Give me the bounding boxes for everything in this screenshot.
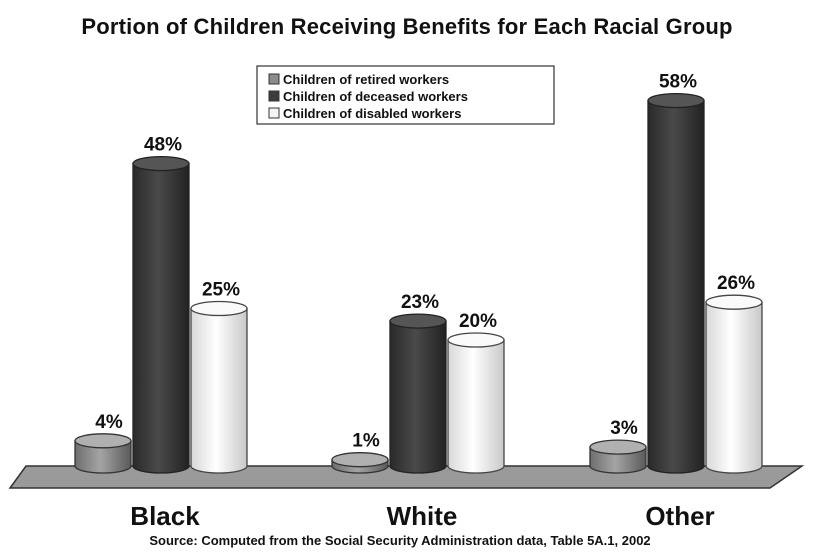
value-label-black-s0: 4%: [95, 412, 123, 433]
legend-label-0: Children of retired workers: [283, 72, 449, 87]
bars-layer: [74, 92, 763, 474]
value-label-other-s2: 26%: [717, 273, 755, 294]
legend-label-1: Children of deceased workers: [283, 89, 468, 104]
category-label-other: Other: [645, 501, 714, 531]
bar-white-s0: [331, 452, 389, 474]
source-note: Source: Computed from the Social Securit…: [149, 533, 650, 548]
bar-black-s2: [190, 300, 248, 474]
bar-white-s1: [389, 313, 447, 474]
value-label-other-s0: 3%: [610, 418, 638, 439]
bar-black-s0: [74, 433, 132, 474]
bar-other-s0: [589, 439, 647, 474]
value-labels: 4% 48% 25% 1% 23% 20% 3% 58% 26%: [95, 72, 755, 452]
category-labels: Black White Other: [130, 501, 714, 531]
value-label-white-s2: 20%: [459, 311, 497, 332]
category-label-white: White: [387, 501, 458, 531]
bar-white-s2: [447, 332, 505, 474]
legend-swatch-1: [268, 90, 280, 102]
legend-swatch-0: [268, 73, 280, 85]
value-label-white-s1: 23%: [401, 292, 439, 313]
category-label-black: Black: [130, 501, 200, 531]
value-label-other-s1: 58%: [659, 72, 697, 93]
chart-title: Portion of Children Receiving Benefits f…: [81, 14, 733, 39]
bar-other-s2: [705, 294, 763, 474]
value-label-white-s0: 1%: [352, 431, 380, 452]
legend-label-2: Children of disabled workers: [283, 106, 461, 121]
legend-box: [256, 65, 555, 125]
value-label-black-s2: 25%: [202, 280, 240, 301]
bar-other-s1: [647, 92, 705, 474]
legend-swatch-2: [268, 107, 280, 119]
legend: Children of retired workers Children of d…: [256, 65, 555, 125]
bar-black-s1: [132, 155, 190, 474]
value-label-black-s1: 48%: [144, 135, 182, 156]
